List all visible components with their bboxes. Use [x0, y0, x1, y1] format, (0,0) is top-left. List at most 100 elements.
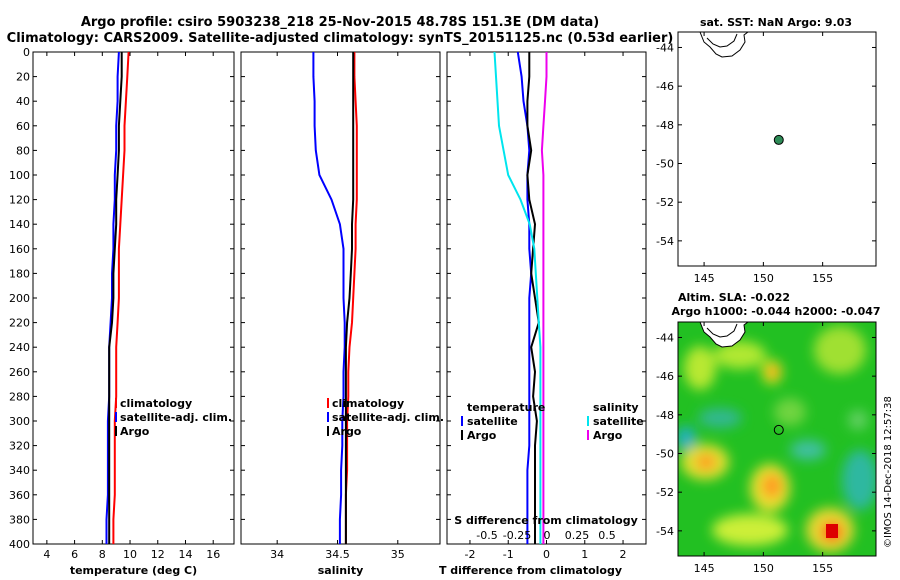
figure-title-line1: Argo profile: csiro 5903238_218 25-Nov-2…	[81, 15, 599, 30]
sst-map-ytick-label: -44	[656, 41, 674, 54]
sla-map-ytick-label: -44	[656, 331, 674, 344]
legend-s-satellite-swatch	[587, 416, 589, 426]
salinity-xtick-label: 34.5	[325, 548, 350, 561]
tasmania-coastline	[699, 31, 749, 58]
tasmania-land	[700, 322, 748, 347]
salinity-xtick-label: 35	[391, 548, 405, 561]
legend-s-satellite-label: satellite	[593, 415, 644, 428]
difference-series-s-argo	[540, 52, 548, 544]
sla-map-ytick-label: -46	[656, 370, 674, 383]
sla-map-title2: Argo h1000: -0.044 h2000: -0.047	[671, 305, 880, 318]
sla-coastline	[699, 322, 749, 348]
sst-map-ytick-label: -48	[656, 119, 674, 132]
depth-tick-label: 340	[9, 464, 30, 477]
sla-map-ytick-label: -52	[656, 486, 674, 499]
temperature-series-climatology	[112, 51, 130, 544]
temperature-xtick-label: 8	[99, 548, 106, 561]
temperature-legend-swatch	[115, 412, 117, 422]
difference-s-tick-label: -0.25	[503, 529, 531, 542]
sla-map-ytick-label: -48	[656, 409, 674, 422]
temperature-xtick-label: 4	[43, 548, 50, 561]
figure-title-line2: Climatology: CARS2009. Satellite-adjuste…	[7, 31, 674, 46]
sla-map-panel: -44 -46 -48 -50 -52 -54 145 150 155	[656, 321, 877, 575]
legend-t-satellite-label: satellite	[467, 415, 518, 428]
depth-tick-label: 100	[9, 169, 30, 182]
difference-s-tick-label: 0.5	[598, 529, 616, 542]
temperature-xtick-label: 6	[71, 548, 78, 561]
sla-map-xtick-label: 150	[753, 562, 774, 575]
legend-s-argo-swatch	[587, 430, 589, 440]
sst-map-ytick-label: -52	[656, 196, 674, 209]
legend-temperature-title: temperature	[467, 401, 545, 414]
sla-map-ytick-label: -54	[656, 525, 674, 538]
temperature-legend-swatch	[115, 426, 117, 436]
sst-map-panel: -44 -46 -48 -50 -52 -54 145 150 155	[656, 31, 877, 285]
temperature-xtick-label: 14	[178, 548, 192, 561]
sla-map-frame	[677, 321, 877, 557]
difference-xtick-label: -1	[503, 548, 514, 561]
difference-s-tick-label: 0	[544, 529, 551, 542]
salinity-legend-label: satellite-adj. clim.	[332, 411, 444, 424]
salinity-legend-swatch	[327, 426, 329, 436]
legend-t-argo-label: Argo	[467, 429, 497, 442]
temperature-xtick-label: 10	[123, 548, 137, 561]
copyright-stamp: ©IMOS 14-Dec-2018 12:57:38	[883, 396, 894, 548]
temperature-frame	[32, 51, 235, 545]
temperature-legend-label: Argo	[120, 425, 150, 438]
salinity-panel: 34 34.5 35 salinity climatologysatellite-adj…	[240, 51, 444, 577]
temperature-xtick-label: 12	[151, 548, 165, 561]
temperature-legend-label: satellite-adj. clim.	[120, 411, 232, 424]
salinity-series-argo	[344, 52, 355, 544]
sst-map-ytick-label: -50	[656, 158, 674, 171]
difference-xtick-label: 0	[543, 548, 550, 561]
sla-map-xtick-label: 145	[694, 562, 715, 575]
argo-position-marker-sla	[773, 424, 784, 435]
difference-xtick-label: -2	[464, 548, 475, 561]
salinity-legend-label: climatology	[332, 397, 404, 410]
temperature-legend-swatch	[115, 398, 117, 408]
difference-top-xlabel: S difference from climatology	[454, 514, 638, 527]
temperature-series-satellite-adj-clim-	[105, 51, 120, 544]
depth-tick-label: 180	[9, 267, 30, 280]
legend-t-argo-swatch	[461, 430, 463, 440]
depth-tick-label: 220	[9, 317, 30, 330]
sst-map-xtick-label: 145	[694, 272, 715, 285]
salinity-legend-swatch	[327, 398, 329, 408]
temperature-legend-label: climatology	[120, 397, 192, 410]
depth-tick-label: 360	[9, 489, 30, 502]
depth-tick-label: 40	[16, 95, 30, 108]
depth-tick-label: 200	[9, 292, 30, 305]
legend-s-argo-label: Argo	[593, 429, 623, 442]
sst-map-ytick-label: -54	[656, 235, 674, 248]
sla-map-title1: Altim. SLA: -0.022	[678, 291, 790, 304]
salinity-legend-label: Argo	[332, 425, 362, 438]
difference-s-tick-label: 0.25	[565, 529, 590, 542]
depth-tick-label: 160	[9, 243, 30, 256]
salinity-xtick-label: 34	[270, 548, 284, 561]
argo-position-marker	[773, 134, 784, 145]
depth-tick-label: 300	[9, 415, 30, 428]
difference-panel: -2 -1 0 1 2 T difference from climatology temp…	[439, 51, 647, 577]
depth-tick-label: 280	[9, 390, 30, 403]
temperature-series-argo	[108, 52, 123, 544]
depth-tick-label: 60	[16, 120, 30, 133]
salinity-xlabel: salinity	[318, 564, 364, 577]
difference-s-tick-label: -0.5	[476, 529, 497, 542]
sla-map-ytick-label: -50	[656, 448, 674, 461]
sla-max-cell	[826, 524, 838, 538]
difference-xlabel: T difference from climatology	[439, 564, 622, 577]
difference-series-t-argo	[526, 52, 540, 544]
depth-tick-label: 0	[23, 46, 30, 59]
legend-t-satellite-swatch	[461, 416, 463, 426]
salinity-series-satellite-adj-clim-	[312, 52, 346, 544]
salinity-series-climatology	[344, 52, 358, 544]
difference-series-s-satellite	[493, 51, 542, 544]
salinity-legend-swatch	[327, 412, 329, 422]
temperature-xlabel: temperature (deg C)	[70, 564, 197, 577]
depth-tick-label: 380	[9, 513, 30, 526]
depth-tick-label: 260	[9, 366, 30, 379]
sla-map-xtick-label: 155	[812, 562, 833, 575]
difference-xtick-label: 1	[581, 548, 588, 561]
depth-tick-label: 400	[9, 538, 30, 551]
